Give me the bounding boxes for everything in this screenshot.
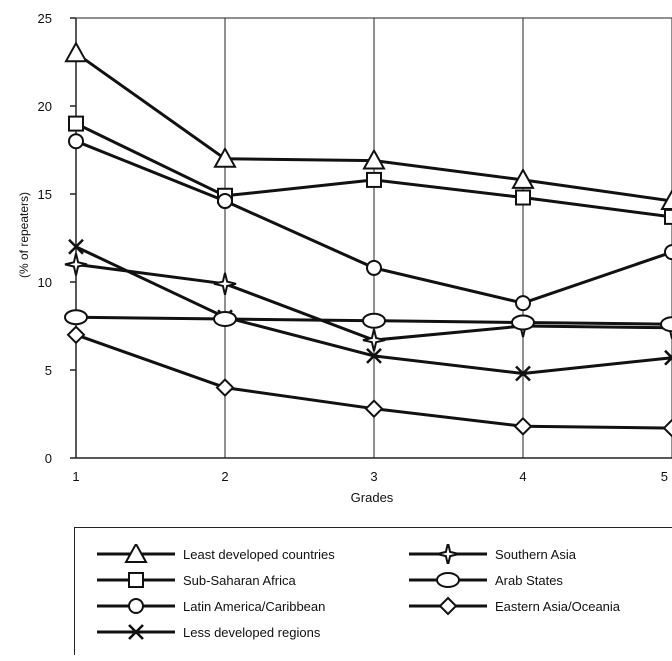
legend-item-arab-states: Arab States [407, 570, 563, 590]
data-point-ellipse [213, 310, 237, 327]
legend-label: Sub-Saharan Africa [183, 572, 296, 588]
data-point-ellipse [64, 309, 88, 326]
legend-marker-x [97, 624, 175, 640]
data-point-triangle [213, 146, 237, 168]
data-point-square [366, 171, 382, 188]
legend-marker-circle [97, 598, 175, 614]
y-tick-label: 10 [38, 275, 52, 290]
legend-item-least-developed: Least developed countries [95, 544, 335, 564]
data-point-square [68, 115, 84, 132]
legend-marker-x [128, 624, 144, 640]
data-point-circle [664, 244, 672, 261]
data-point-square [515, 189, 531, 206]
data-point-circle [515, 295, 531, 312]
y-axis-label: (% of repeaters) [17, 192, 31, 278]
legend-marker-diamond [438, 596, 458, 616]
legend-label: Eastern Asia/Oceania [495, 598, 621, 614]
legend-marker-ellipse [409, 572, 487, 588]
data-point-triangle [362, 148, 386, 170]
legend-label: Latin America/Caribbean [183, 598, 326, 614]
data-point-circle [366, 259, 382, 276]
data-point-ellipse [511, 314, 535, 331]
legend-item-sub-saharan: Sub-Saharan Africa [95, 570, 296, 590]
legend-item-southern-asia: Southern Asia [407, 544, 576, 564]
legend-marker-star [436, 544, 460, 564]
grid-lines [224, 18, 672, 458]
y-tick-label: 20 [38, 99, 52, 114]
data-point-x [664, 349, 672, 366]
legend-label: Arab States [495, 572, 563, 588]
line-chart: 0 5 10 15 20 25 1 2 3 4 5 (% of repeaters) Grades [17, 11, 672, 505]
data-point-x [366, 348, 382, 364]
data-point-diamond [215, 378, 235, 398]
y-tick-label: 0 [45, 451, 52, 466]
legend-marker-triangle [124, 544, 148, 563]
axes [75, 17, 672, 459]
data-point-ellipse [660, 316, 672, 333]
series-group [68, 115, 672, 225]
x-axis-label: Grades [351, 490, 394, 505]
data-point-ellipse [362, 312, 386, 329]
series-group [66, 325, 672, 438]
x-tick-label: 5 [661, 469, 668, 484]
legend-marker-square [128, 572, 144, 588]
data-point-triangle [660, 188, 672, 211]
legend-marker-circle [128, 598, 144, 614]
y-tick-label: 15 [38, 187, 52, 202]
data-point-circle [68, 133, 84, 150]
legend-marker-star [409, 544, 487, 564]
legend-item-less-developed: Less developed regions [95, 622, 320, 642]
series-group [68, 133, 672, 312]
x-tick-label: 2 [221, 469, 228, 484]
legend-item-latin-america: Latin America/Caribbean [95, 596, 325, 616]
data-point-star [64, 253, 88, 276]
legend: Least developed countries Sub-Saharan Af… [74, 527, 672, 655]
data-point-triangle [64, 41, 88, 63]
data-point-diamond [364, 399, 384, 419]
legend-label: Less developed regions [183, 624, 321, 640]
legend-item-eastern-asia: Eastern Asia/Oceania [407, 596, 620, 616]
data-point-x [515, 365, 531, 382]
data-point-diamond [66, 325, 86, 345]
data-point-circle [217, 193, 233, 210]
legend-marker-ellipse [436, 572, 460, 588]
series-group [64, 41, 672, 211]
data-point-triangle [511, 167, 535, 189]
series-layer [64, 41, 672, 438]
x-tick-label: 1 [72, 469, 79, 484]
data-point-square [664, 208, 672, 225]
legend-marker-square [97, 572, 175, 588]
data-point-star [362, 328, 386, 352]
x-tick-label: 4 [519, 469, 526, 484]
y-tick-label: 25 [38, 11, 52, 26]
x-tick-label: 3 [370, 469, 377, 484]
legend-label: Least developed countries [183, 546, 335, 562]
data-point-x [68, 238, 84, 255]
data-point-diamond [513, 416, 533, 436]
data-point-star [213, 272, 237, 296]
data-point-diamond [662, 418, 672, 438]
legend-marker-diamond [409, 596, 487, 616]
y-tick-label: 5 [45, 363, 52, 378]
legend-label: Southern Asia [495, 546, 576, 562]
legend-marker-triangle [97, 544, 175, 563]
series-group [64, 309, 672, 333]
